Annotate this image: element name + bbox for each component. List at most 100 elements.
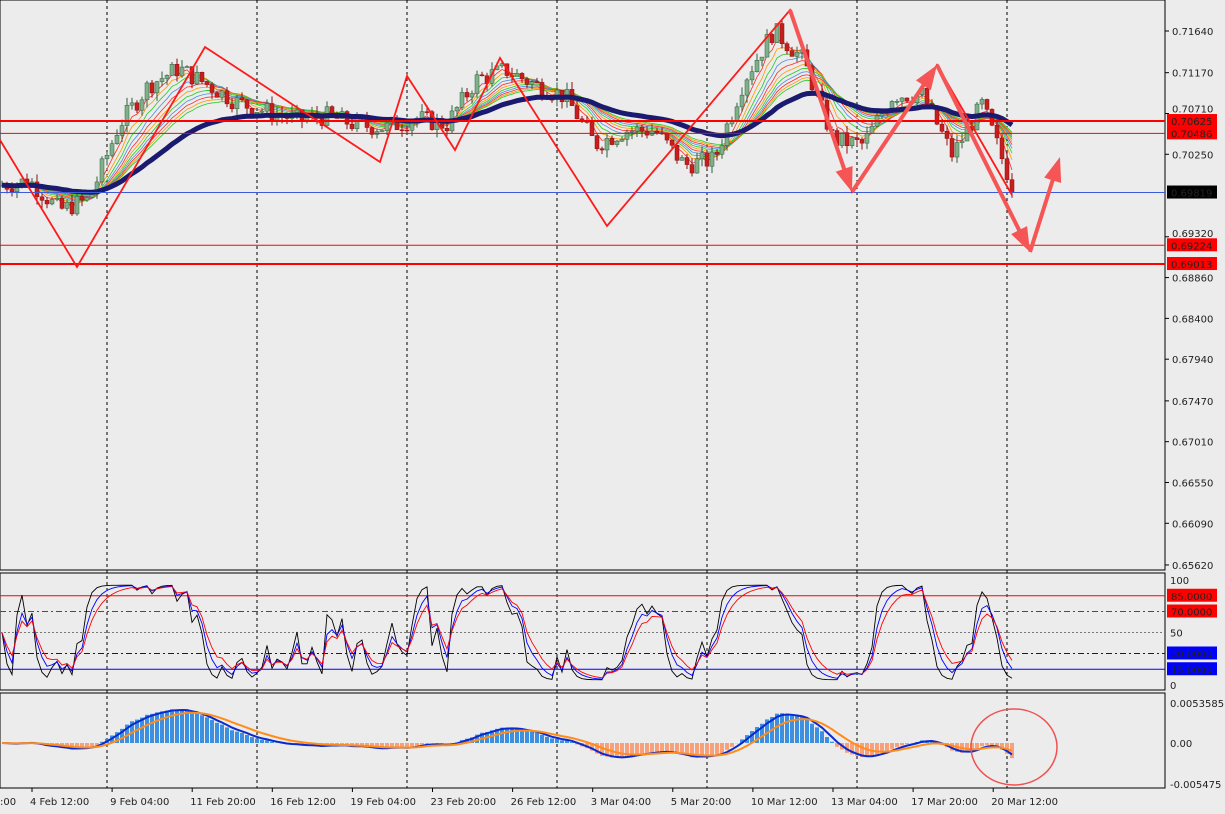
candle [770, 34, 774, 42]
y-tick-label: 0.66090 [1172, 519, 1213, 530]
x-tick-label: :00 [0, 797, 16, 808]
macd-histogram-bar [895, 743, 899, 747]
candle [785, 44, 789, 51]
x-tick-label: 11 Feb 20:00 [190, 797, 256, 808]
macd-histogram-bar [905, 743, 909, 744]
candle [795, 52, 799, 56]
macd-histogram-bar [645, 743, 649, 753]
candle [695, 159, 699, 173]
macd-histogram-bar [710, 743, 714, 755]
candle [605, 138, 609, 150]
candle [675, 145, 679, 160]
candle [860, 140, 864, 144]
candle [350, 124, 354, 129]
macd-histogram-bar [805, 719, 809, 743]
x-tick-label: 13 Mar 04:00 [831, 797, 898, 808]
candle [240, 98, 244, 100]
candle [1005, 159, 1009, 180]
candle [115, 135, 119, 143]
price-level-label: 0.69013 [1171, 260, 1212, 271]
candle [575, 106, 579, 119]
candle [690, 165, 694, 173]
candle [995, 125, 999, 138]
y-tick-label: 0.71640 [1172, 27, 1213, 38]
macd-histogram-bar [250, 737, 254, 743]
macd-histogram-bar [820, 731, 824, 743]
macd-histogram-bar [240, 733, 244, 743]
candle [750, 72, 754, 80]
candle [160, 78, 164, 81]
candle [515, 73, 519, 76]
candle [755, 60, 759, 71]
x-tick-label: 10 Mar 12:00 [751, 797, 818, 808]
macd-histogram-bar [815, 727, 819, 743]
macd-histogram-bar [780, 713, 784, 743]
osc-level-label: 15.0000 [1171, 665, 1212, 676]
candle [175, 64, 179, 76]
candle [845, 133, 849, 146]
macd-histogram-bar [785, 714, 789, 743]
candle [200, 72, 204, 81]
candle [720, 146, 724, 155]
x-tick-label: 26 Feb 12:00 [511, 797, 577, 808]
candle [925, 88, 929, 103]
candle [475, 75, 479, 94]
macd-histogram-bar [425, 743, 429, 744]
candle [420, 112, 424, 119]
y-tick-label: 0.67470 [1172, 397, 1213, 408]
macd-histogram-bar [635, 743, 639, 754]
macd-histogram-bar [190, 712, 194, 743]
macd-histogram-bar [270, 742, 274, 743]
osc-level-label: 85.0000 [1171, 592, 1212, 603]
macd-histogram-bar [875, 743, 879, 754]
candle [1000, 138, 1004, 159]
macd-histogram-bar [670, 743, 674, 752]
candle [85, 197, 89, 200]
macd-histogram-bar [665, 743, 669, 752]
candle [210, 85, 214, 93]
y-tick-label: 0.70250 [1172, 150, 1213, 161]
macd-histogram-bar [615, 743, 619, 758]
macd-histogram-bar [200, 715, 204, 743]
macd-histogram-bar [235, 732, 239, 743]
macd-histogram-bar [545, 737, 549, 743]
candle [125, 105, 129, 125]
macd-histogram-bar [655, 743, 659, 752]
candle [780, 24, 784, 44]
candle [165, 75, 169, 78]
macd-histogram-bar [260, 740, 264, 743]
candle [410, 122, 414, 130]
candle [55, 198, 59, 199]
candle [735, 107, 739, 120]
macd-histogram-bar [150, 714, 154, 743]
candle [130, 103, 134, 105]
candle [950, 138, 954, 157]
osc-tick-label: 100 [1170, 576, 1189, 587]
macd-histogram-bar [535, 733, 539, 743]
macd-histogram-bar [720, 743, 724, 753]
candle [685, 158, 689, 165]
macd-histogram-bar [890, 743, 894, 749]
candle [620, 139, 624, 141]
macd-histogram-bar [160, 711, 164, 743]
candle [225, 91, 229, 104]
osc-level-label: 70.0000 [1171, 608, 1212, 619]
x-tick-label: 20 Mar 12:00 [991, 797, 1058, 808]
osc-tick-label: 50 [1170, 629, 1183, 640]
macd-histogram-bar [155, 712, 159, 743]
candle [465, 92, 469, 97]
candle [480, 75, 484, 76]
candle [595, 136, 599, 149]
candle [520, 73, 524, 78]
macd-histogram-bar [530, 732, 534, 743]
macd-histogram-bar [220, 725, 224, 743]
macd-histogram-bar [650, 743, 654, 753]
candle [70, 202, 74, 214]
macd-tick-label: 0.0053585 [1170, 699, 1224, 710]
candle [955, 143, 959, 157]
x-tick-label: 4 Feb 12:00 [30, 797, 89, 808]
candle [265, 104, 269, 112]
macd-histogram-bar [215, 723, 219, 743]
